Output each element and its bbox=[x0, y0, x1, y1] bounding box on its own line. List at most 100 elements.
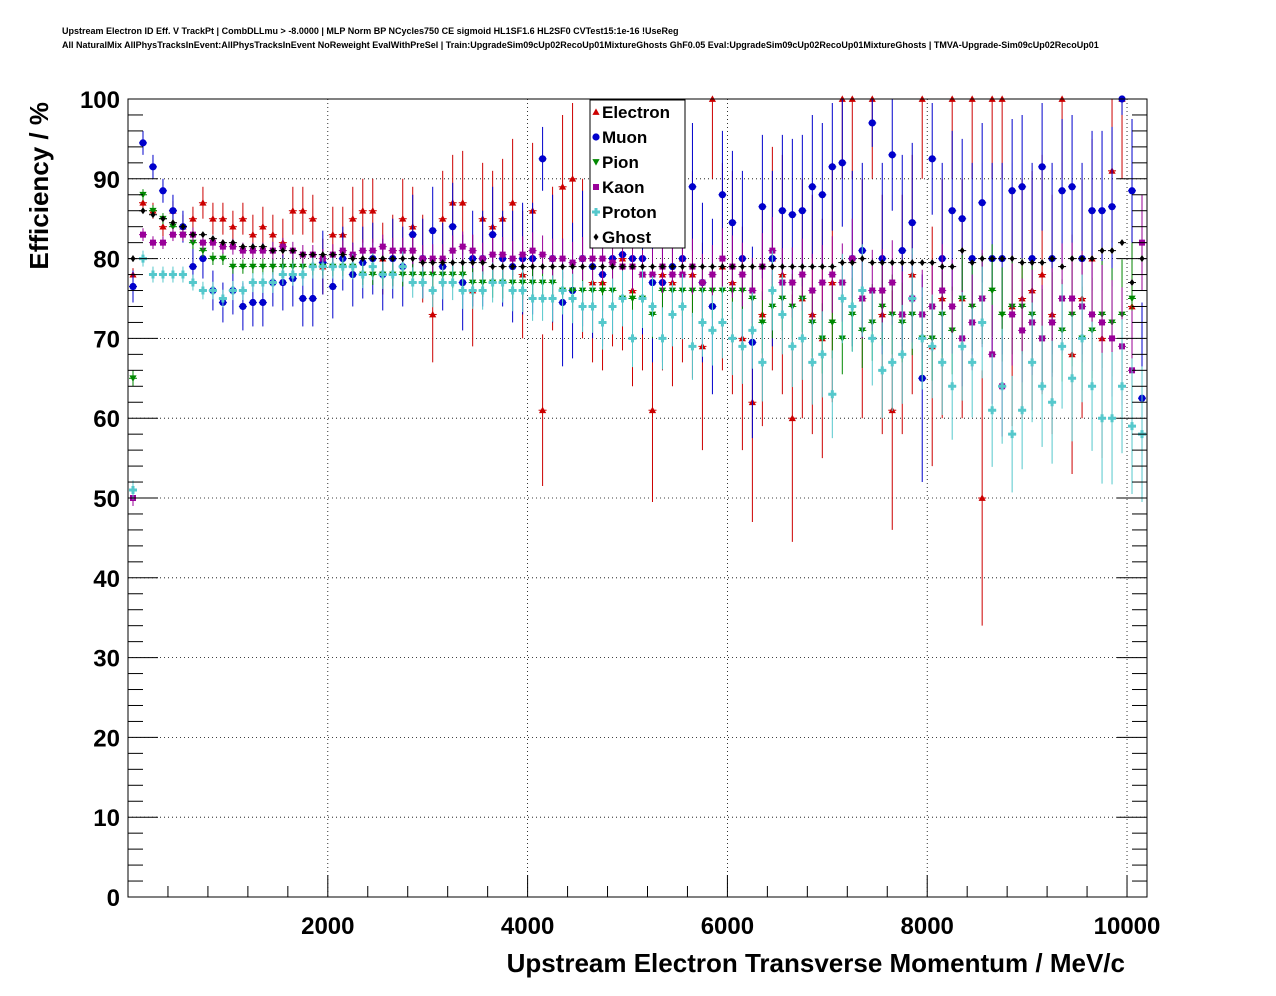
data-point bbox=[468, 286, 477, 295]
data-point bbox=[330, 251, 336, 259]
data-point bbox=[170, 219, 176, 227]
data-point bbox=[818, 350, 827, 359]
data-point bbox=[858, 286, 867, 295]
data-point bbox=[948, 207, 956, 215]
data-point bbox=[879, 259, 885, 267]
data-point bbox=[1008, 187, 1016, 195]
data-point bbox=[1078, 334, 1087, 343]
data-point bbox=[718, 318, 727, 327]
data-point bbox=[509, 255, 516, 262]
data-point bbox=[189, 262, 197, 271]
data-point bbox=[199, 247, 207, 255]
data-point bbox=[249, 298, 257, 307]
data-point bbox=[198, 286, 207, 295]
data-point bbox=[269, 231, 277, 238]
data-point bbox=[639, 263, 645, 271]
data-point bbox=[278, 270, 287, 279]
data-point bbox=[210, 235, 216, 243]
data-point bbox=[529, 247, 536, 254]
data-point bbox=[979, 255, 985, 263]
data-point bbox=[309, 215, 317, 222]
data-point bbox=[498, 278, 507, 287]
data-points bbox=[128, 95, 1147, 626]
y-tick-label: 20 bbox=[93, 725, 120, 752]
data-point bbox=[988, 406, 997, 415]
data-point bbox=[489, 251, 496, 258]
data-point bbox=[458, 286, 467, 295]
data-point bbox=[1119, 239, 1125, 247]
data-point bbox=[258, 278, 267, 287]
data-point bbox=[1128, 187, 1136, 195]
y-tick-label: 100 bbox=[80, 87, 120, 114]
data-point bbox=[360, 255, 366, 263]
data-point bbox=[269, 263, 277, 271]
data-point bbox=[460, 259, 466, 267]
y-tick-label: 60 bbox=[93, 406, 120, 433]
data-point bbox=[400, 255, 406, 263]
data-point bbox=[158, 270, 167, 279]
data-point bbox=[230, 239, 236, 247]
data-point bbox=[758, 358, 767, 367]
data-point bbox=[499, 251, 506, 258]
data-point bbox=[279, 243, 286, 250]
data-point bbox=[438, 278, 447, 287]
data-point bbox=[1028, 358, 1037, 367]
data-point bbox=[708, 326, 717, 335]
data-point bbox=[809, 263, 815, 271]
data-point bbox=[1019, 259, 1025, 267]
data-point bbox=[479, 255, 486, 262]
data-point bbox=[1038, 382, 1047, 391]
data-point bbox=[268, 278, 277, 287]
data-point bbox=[1009, 255, 1015, 263]
data-point bbox=[839, 259, 845, 267]
data-point bbox=[688, 183, 697, 191]
data-point bbox=[798, 334, 807, 343]
data-point bbox=[648, 406, 657, 414]
data-point bbox=[469, 247, 476, 254]
data-point bbox=[919, 259, 925, 267]
data-point bbox=[340, 251, 346, 259]
data-point bbox=[409, 231, 417, 239]
data-point bbox=[918, 334, 927, 343]
data-point bbox=[669, 263, 675, 271]
data-point bbox=[888, 151, 896, 159]
legend-label: Proton bbox=[602, 203, 657, 222]
data-point bbox=[189, 215, 197, 222]
data-point bbox=[509, 199, 517, 206]
data-point bbox=[988, 287, 996, 295]
data-point bbox=[378, 270, 387, 279]
data-point bbox=[298, 270, 307, 279]
data-point bbox=[539, 251, 546, 258]
data-point bbox=[949, 263, 955, 271]
data-point bbox=[659, 263, 665, 271]
data-point bbox=[908, 294, 917, 303]
data-point bbox=[859, 255, 865, 263]
data-point bbox=[729, 263, 735, 271]
data-point bbox=[789, 279, 796, 286]
data-point bbox=[949, 303, 956, 310]
data-point bbox=[248, 278, 257, 287]
data-point bbox=[1118, 382, 1127, 391]
data-point bbox=[768, 286, 777, 295]
data-point bbox=[290, 247, 296, 255]
data-point bbox=[348, 262, 357, 271]
data-point bbox=[879, 287, 886, 294]
data-point bbox=[749, 263, 755, 271]
data-point bbox=[309, 294, 317, 303]
data-point bbox=[1108, 414, 1117, 423]
data-point bbox=[728, 219, 737, 227]
legend-label: Pion bbox=[602, 153, 639, 172]
data-point bbox=[749, 287, 756, 294]
data-point bbox=[878, 366, 887, 375]
data-point bbox=[1038, 163, 1046, 171]
data-point bbox=[1008, 430, 1017, 439]
data-point bbox=[129, 375, 137, 382]
data-point bbox=[689, 263, 695, 271]
data-point bbox=[259, 263, 267, 271]
data-point bbox=[669, 271, 676, 278]
data-point bbox=[180, 223, 186, 231]
data-point bbox=[899, 259, 905, 267]
legend-box bbox=[589, 99, 686, 249]
data-point bbox=[1088, 207, 1096, 215]
data-point bbox=[228, 286, 237, 295]
